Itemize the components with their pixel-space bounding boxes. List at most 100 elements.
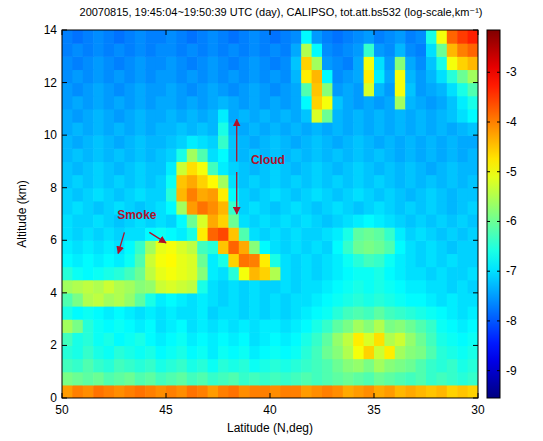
cell [62, 43, 73, 57]
cell [218, 109, 229, 123]
y-tick-label: 6 [50, 233, 57, 247]
cell [353, 240, 364, 254]
y-tick [473, 135, 478, 136]
cell [62, 201, 73, 215]
cell [416, 188, 427, 202]
cell [145, 109, 156, 123]
cell [364, 345, 375, 359]
cell [332, 122, 343, 136]
cell [447, 359, 458, 373]
cell [395, 293, 406, 307]
cell [343, 109, 354, 123]
cell [416, 30, 427, 44]
cell [384, 201, 395, 215]
cell [83, 253, 94, 267]
cell [135, 332, 146, 346]
cell [93, 30, 104, 44]
cell [416, 69, 427, 83]
cell [72, 109, 83, 123]
cell [145, 253, 156, 267]
cell [395, 69, 406, 83]
cell [280, 43, 291, 57]
cell [426, 188, 437, 202]
cell [457, 96, 468, 110]
cell [416, 96, 427, 110]
cell [249, 69, 260, 83]
cell [145, 43, 156, 57]
cell [156, 109, 167, 123]
cell [468, 83, 478, 97]
cell [176, 148, 187, 162]
cell [176, 267, 187, 281]
cell [384, 148, 395, 162]
cell [135, 385, 146, 398]
cell [166, 109, 177, 123]
y-tick-label: 4 [50, 286, 57, 300]
cell [457, 135, 468, 149]
cell [364, 96, 375, 110]
cell [166, 122, 177, 136]
cell [291, 293, 302, 307]
cell [239, 30, 250, 44]
cell [239, 96, 250, 110]
cell [343, 227, 354, 241]
cell [322, 280, 333, 294]
cell [145, 56, 156, 70]
cell [395, 253, 406, 267]
cell [457, 30, 468, 44]
cell [395, 240, 406, 254]
cell [166, 293, 177, 307]
annotation-arrow [149, 232, 166, 243]
cell [156, 319, 167, 333]
cell [332, 267, 343, 281]
cell [353, 96, 364, 110]
cell [228, 30, 239, 44]
cell [72, 372, 83, 386]
cell [156, 306, 167, 320]
cell [156, 280, 167, 294]
cell [426, 267, 437, 281]
cell [436, 372, 447, 386]
cell [332, 332, 343, 346]
cell [468, 214, 478, 228]
cell [291, 69, 302, 83]
cell [280, 345, 291, 359]
cell [249, 372, 260, 386]
cell [124, 109, 135, 123]
cell [343, 188, 354, 202]
cell [72, 345, 83, 359]
cell [384, 293, 395, 307]
cell [83, 359, 94, 373]
cell [353, 56, 364, 70]
cell [239, 161, 250, 175]
cell [405, 96, 416, 110]
cell [395, 280, 406, 294]
cell [176, 43, 187, 57]
cell [405, 161, 416, 175]
cell [395, 267, 406, 281]
cell [124, 359, 135, 373]
cell [83, 332, 94, 346]
cell [249, 240, 260, 254]
cell [468, 43, 478, 57]
cell [83, 372, 94, 386]
cell [135, 253, 146, 267]
cell [239, 319, 250, 333]
cell [187, 332, 198, 346]
cell [176, 122, 187, 136]
cell [83, 135, 94, 149]
cell [145, 267, 156, 281]
cell [72, 69, 83, 83]
cell [145, 122, 156, 136]
cell [416, 345, 427, 359]
cell [312, 227, 323, 241]
y-tick-label: 8 [50, 181, 57, 195]
cell [145, 148, 156, 162]
y-tick-label: 14 [44, 23, 58, 37]
cell [405, 359, 416, 373]
cell [176, 161, 187, 175]
cell [343, 148, 354, 162]
cell [364, 253, 375, 267]
cell [416, 280, 427, 294]
cell [72, 385, 83, 398]
